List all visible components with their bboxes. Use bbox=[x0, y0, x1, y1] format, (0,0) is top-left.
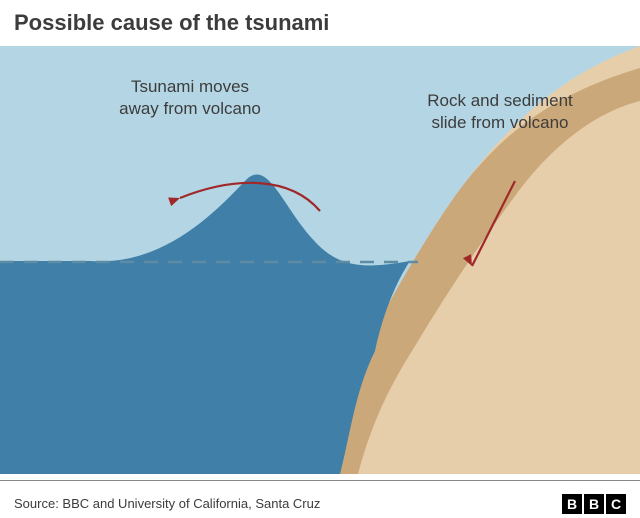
source-text: Source: BBC and University of California… bbox=[14, 496, 320, 511]
diagram-title: Possible cause of the tsunami bbox=[14, 10, 329, 36]
rock-annotation-line1: Rock and sediment bbox=[427, 91, 573, 110]
tsunami-annotation-line1: Tsunami moves bbox=[131, 77, 249, 96]
bbc-logo-letter: B bbox=[562, 494, 582, 514]
rock-annotation-line2: slide from volcano bbox=[431, 113, 568, 132]
infographic-container: Possible cause of the tsunami Tsunami mo… bbox=[0, 0, 640, 518]
rock-annotation: Rock and sediment slide from volcano bbox=[410, 90, 590, 134]
tsunami-annotation: Tsunami moves away from volcano bbox=[90, 76, 290, 120]
bbc-logo-letter: B bbox=[584, 494, 604, 514]
bbc-logo: B B C bbox=[562, 494, 626, 514]
footer: Source: BBC and University of California… bbox=[0, 480, 640, 518]
bbc-logo-letter: C bbox=[606, 494, 626, 514]
tsunami-annotation-line2: away from volcano bbox=[119, 99, 261, 118]
